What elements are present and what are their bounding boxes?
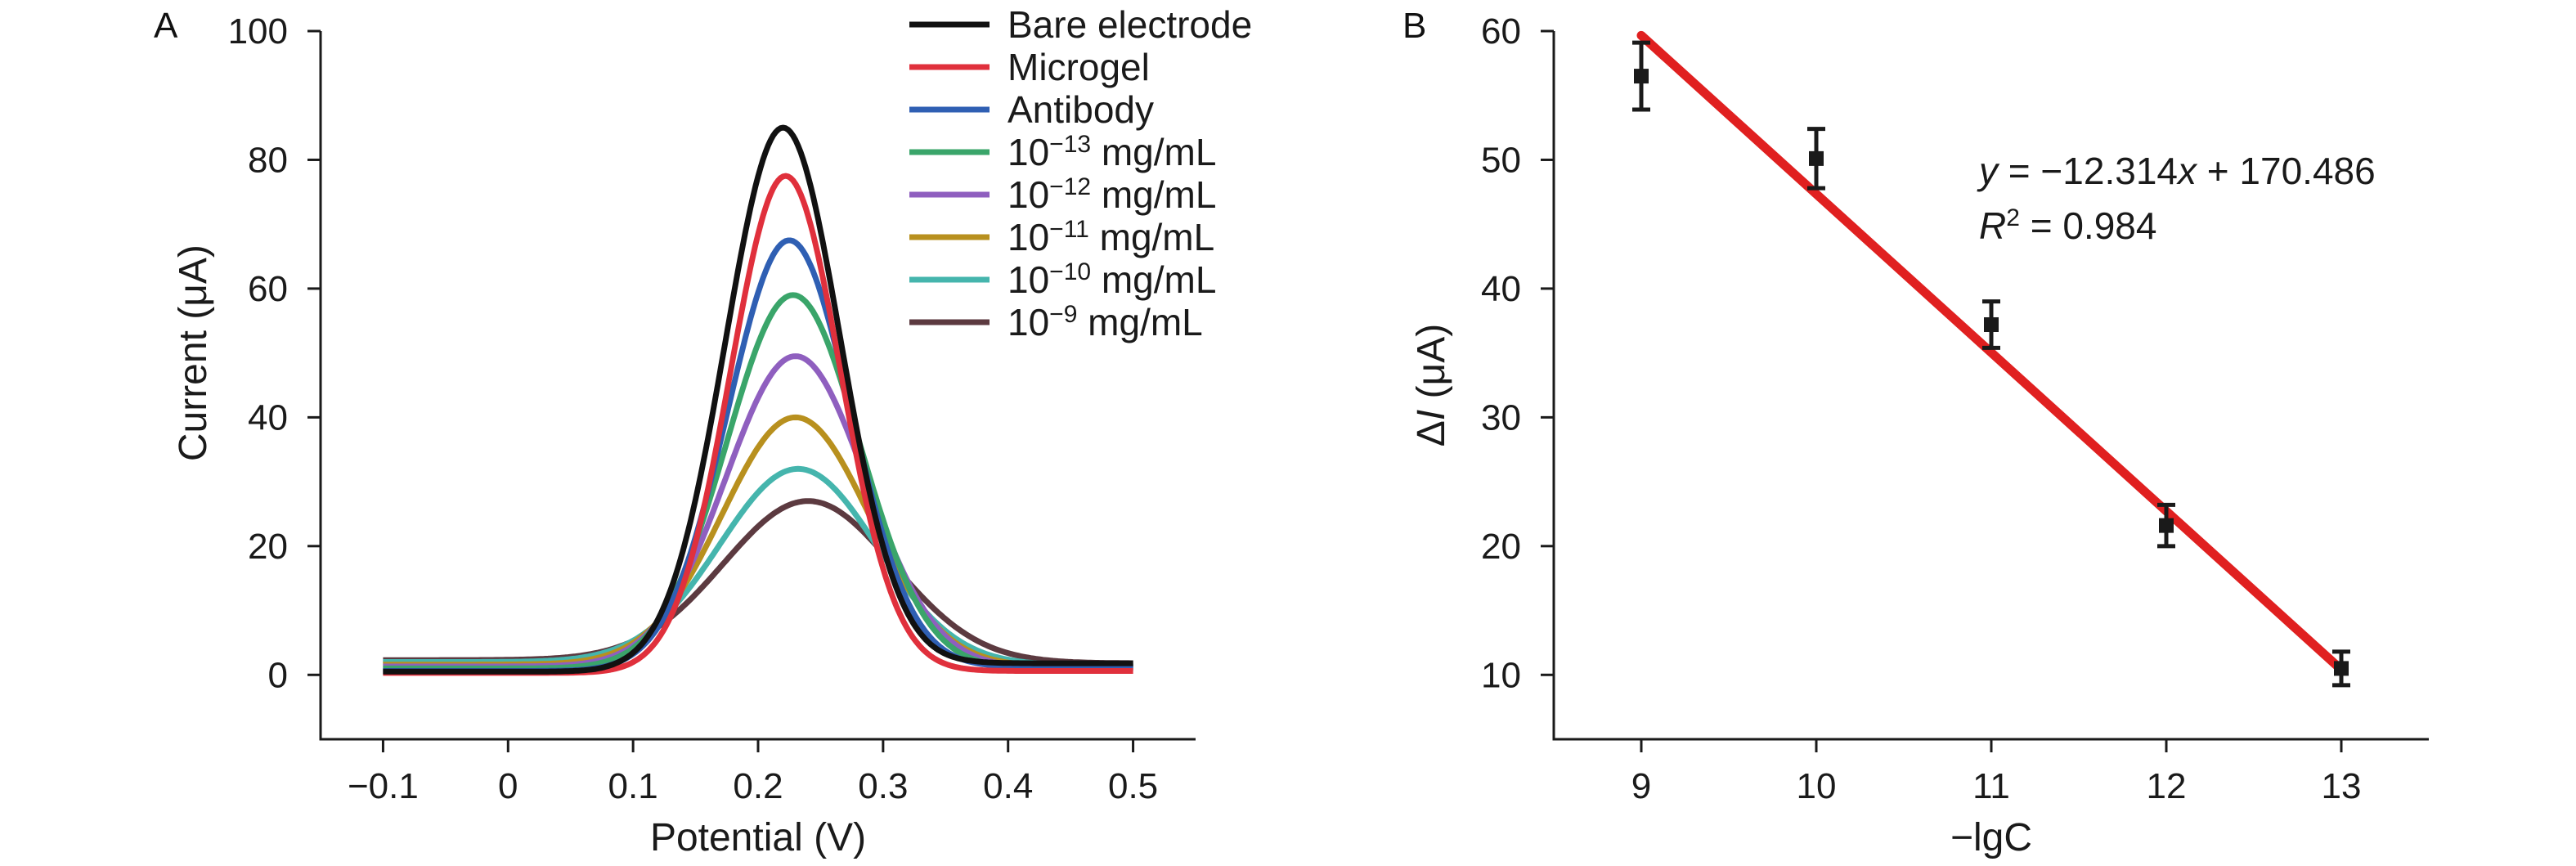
panel-b-y-ticks: 10 20 30 40 50 60 <box>1481 11 1554 695</box>
panel-b-points <box>1632 40 2350 688</box>
equation-x: x <box>2176 150 2198 192</box>
legend-label: 10−11 mg/mL <box>1008 216 1214 259</box>
panel-b-y-axis-unit: (μA) <box>1410 324 1453 410</box>
x-tick-label: 12 <box>2147 766 2187 806</box>
series-line <box>383 414 1133 670</box>
x-tick-label: 0.4 <box>983 766 1033 806</box>
y-tick-label: 30 <box>1481 397 1521 437</box>
series-line <box>383 292 1133 671</box>
y-tick-label: 50 <box>1481 140 1521 180</box>
panel-a: A 0 20 40 60 80 100 −0.1 0 0.1 0.2 0.3 0.4 0.5 Pote… <box>154 3 1252 859</box>
panel-a-axes <box>319 31 1196 741</box>
panel-a-y-axis-title: Current (μA) <box>172 245 215 461</box>
panel-b-fit-equation: y = −12.314x + 170.486 <box>1977 150 2376 192</box>
panel-b-y-axis-symbol: I <box>1410 410 1453 420</box>
legend-label: 10−10 mg/mL <box>1008 258 1216 302</box>
x-tick-label: 0.2 <box>733 766 783 806</box>
x-tick-label: 0.1 <box>608 766 658 806</box>
y-tick-label: 60 <box>248 269 288 309</box>
x-tick-label: 0.5 <box>1108 766 1158 806</box>
legend-label: 10−9 mg/mL <box>1008 301 1203 344</box>
equation-tail: + 170.486 <box>2197 150 2376 192</box>
panel-b-r-squared: R2 = 0.984 <box>1979 204 2156 248</box>
series-line <box>383 498 1133 666</box>
r2-symbol: R <box>1979 204 2006 247</box>
panel-a-series-lines <box>383 124 1133 676</box>
x-tick-label: 0 <box>498 766 518 806</box>
legend-label: Microgel <box>1008 46 1150 88</box>
series-line <box>383 353 1133 671</box>
y-tick-label: 60 <box>1481 11 1521 52</box>
series-line <box>383 124 1133 675</box>
panel-b-x-axis-title: −lgC <box>1950 816 2032 859</box>
legend-label: Bare electrode <box>1008 3 1252 46</box>
legend-label: 10−12 mg/mL <box>1008 173 1216 217</box>
x-tick-label: 13 <box>2322 766 2362 806</box>
y-tick-label: 80 <box>248 140 288 180</box>
y-tick-label: 40 <box>1481 269 1521 309</box>
x-tick-label: 0.3 <box>858 766 908 806</box>
data-point <box>2332 649 2350 688</box>
legend-label: 10−13 mg/mL <box>1008 131 1216 174</box>
x-tick-label: 10 <box>1797 766 1837 806</box>
y-tick-label: 40 <box>248 397 288 437</box>
equation-y: y <box>1977 150 2000 192</box>
x-tick-label: 9 <box>1631 766 1651 806</box>
y-tick-label: 20 <box>248 527 288 567</box>
data-point <box>1807 127 1825 191</box>
data-point <box>1632 40 1650 112</box>
panel-a-y-ticks: 0 20 40 60 80 100 <box>228 11 321 695</box>
data-point <box>2157 502 2175 549</box>
series-line <box>383 465 1133 668</box>
panel-a-x-ticks: −0.1 0 0.1 0.2 0.3 0.4 0.5 <box>348 739 1158 806</box>
r2-value: = 0.984 <box>2020 204 2157 247</box>
panel-b-axes <box>1552 31 2429 741</box>
panel-b-y-axis-delta: Δ <box>1410 420 1453 446</box>
panel-b: B 10 20 30 40 50 60 9 10 11 12 13 −lgC ΔI (μA) y … <box>1402 6 2429 859</box>
panel-b-y-axis-title: ΔI (μA) <box>1410 324 1453 446</box>
data-point <box>1982 299 2000 350</box>
panel-b-fit-line <box>1636 30 2346 675</box>
panel-b-x-ticks: 9 10 11 12 13 <box>1631 739 2362 806</box>
legend-label: Antibody <box>1008 88 1154 131</box>
y-tick-label: 0 <box>268 655 288 695</box>
panel-a-letter: A <box>154 6 178 46</box>
y-tick-label: 100 <box>228 11 288 52</box>
panel-b-letter: B <box>1402 6 1426 46</box>
r2-superscript: 2 <box>2006 204 2020 231</box>
x-tick-label: −0.1 <box>348 766 419 806</box>
x-tick-label: 11 <box>1972 766 2010 806</box>
panel-a-x-axis-title: Potential (V) <box>650 816 866 859</box>
y-tick-label: 10 <box>1481 655 1521 695</box>
equation-rhs: = −12.314 <box>1998 150 2178 192</box>
y-tick-label: 20 <box>1481 527 1521 567</box>
